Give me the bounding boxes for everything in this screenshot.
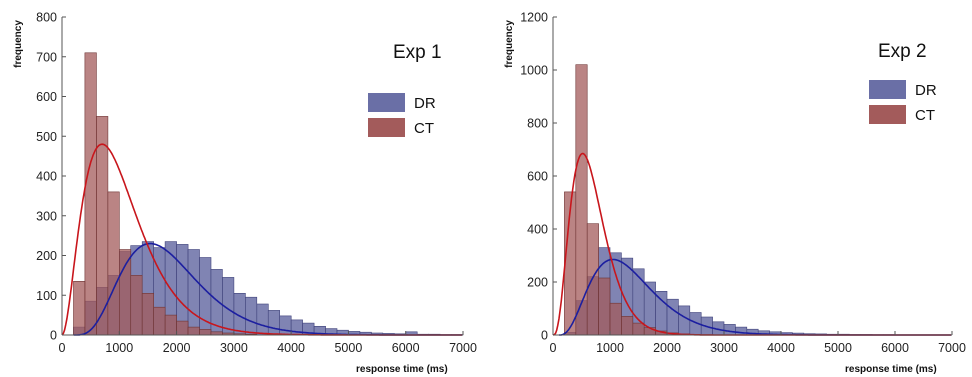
y-axis-label: frequency	[13, 20, 24, 68]
y-tick-label: 300	[36, 209, 57, 223]
x-tick-label: 7000	[938, 341, 966, 355]
x-tick-label: 5000	[334, 341, 362, 355]
axes	[61, 16, 464, 336]
dr-bar	[187, 249, 200, 336]
legend: DR CT	[368, 93, 436, 137]
dr-bar	[723, 324, 736, 336]
legend-label-ct: CT	[414, 120, 434, 137]
ct-bar	[119, 249, 132, 336]
x-tick-label: 4000	[277, 341, 305, 355]
ct-bar	[199, 329, 212, 336]
y-tick-label: 600	[527, 170, 548, 184]
y-tick-label: 1000	[520, 64, 548, 78]
x-tick-label: 1000	[596, 341, 624, 355]
y-tick-label: 800	[527, 117, 548, 131]
legend-swatch-ct	[368, 118, 405, 137]
dr-bar	[643, 281, 656, 336]
ct-bar	[621, 316, 634, 336]
ct-bar	[84, 52, 97, 336]
x-tick-label: 0	[550, 341, 557, 355]
histogram-exp1: 0 1000 2000 3000 4000 5000 6000 7000 0 100 200 300…	[13, 11, 477, 376]
x-tick-label: 3000	[220, 341, 248, 355]
x-tick-label: 3000	[710, 341, 738, 355]
y-tick-label: 800	[36, 11, 57, 25]
y-tick-labels: 0 200 400 600 800 1000 1200	[520, 11, 548, 343]
x-tick-label: 6000	[881, 341, 909, 355]
x-tick-label: 4000	[767, 341, 795, 355]
ct-bar	[164, 314, 177, 336]
ct-bar	[73, 280, 86, 336]
y-tick-label: 600	[36, 90, 57, 104]
x-tick-label: 2000	[163, 341, 191, 355]
legend-label-dr: DR	[414, 95, 436, 112]
chart-title: Exp 1	[393, 42, 442, 63]
legend-label-ct: CT	[915, 107, 935, 124]
x-tick-label: 1000	[105, 341, 133, 355]
ct-bar	[107, 191, 120, 336]
y-tick-label: 100	[36, 289, 57, 303]
ct-bar	[586, 223, 599, 336]
histogram-exp2: 0 1000 2000 3000 4000 5000 6000 7000 0 200 400 600…	[504, 11, 966, 376]
y-tick-label: 700	[36, 50, 57, 64]
y-tick-label: 0	[541, 329, 548, 343]
x-axis-label: response time (ms)	[356, 364, 448, 375]
y-tick-label: 1200	[520, 11, 548, 25]
y-tick-label: 200	[36, 249, 57, 263]
y-tick-label: 500	[36, 130, 57, 144]
x-tick-label: 2000	[653, 341, 681, 355]
ct-bar	[187, 326, 200, 336]
dr-bar	[735, 326, 748, 336]
x-axis-label: response time (ms)	[845, 364, 937, 375]
legend-swatch-ct	[869, 105, 906, 124]
legend: DR CT	[869, 80, 937, 124]
dr-bar	[655, 290, 668, 336]
y-axis-label: frequency	[504, 20, 515, 68]
x-tick-label: 0	[59, 341, 66, 355]
y-tick-label: 200	[527, 276, 548, 290]
y-tick-label: 400	[527, 223, 548, 237]
ct-bar	[632, 322, 645, 336]
chart-title: Exp 2	[878, 41, 927, 62]
dr-bar	[245, 296, 258, 336]
legend-label-dr: DR	[915, 82, 937, 99]
ct-bar	[96, 116, 109, 336]
x-tick-labels: 0 1000 2000 3000 4000 5000 6000 7000	[59, 341, 477, 355]
x-tick-label: 7000	[449, 341, 477, 355]
y-tick-label: 0	[50, 329, 57, 343]
ct-bar	[598, 277, 611, 336]
dr-bar	[666, 298, 679, 336]
ct-bar	[176, 320, 189, 336]
dr-bar	[256, 303, 269, 336]
axes	[552, 16, 953, 336]
dr-bar	[267, 310, 281, 336]
x-tick-label: 5000	[824, 341, 852, 355]
ct-bar	[153, 306, 166, 336]
ct-bar	[141, 292, 154, 336]
y-tick-label: 400	[36, 170, 57, 184]
ct-bar	[130, 275, 143, 336]
x-tick-labels: 0 1000 2000 3000 4000 5000 6000 7000	[550, 341, 966, 355]
y-tick-labels: 0 100 200 300 400 500 600 700 800	[36, 11, 57, 343]
legend-swatch-dr	[368, 93, 405, 112]
ct-bars	[73, 52, 258, 336]
dr-bar	[279, 315, 292, 336]
ct-bar	[609, 302, 622, 336]
x-tick-label: 6000	[392, 341, 420, 355]
dr-bar	[678, 305, 691, 336]
legend-swatch-dr	[869, 80, 906, 99]
